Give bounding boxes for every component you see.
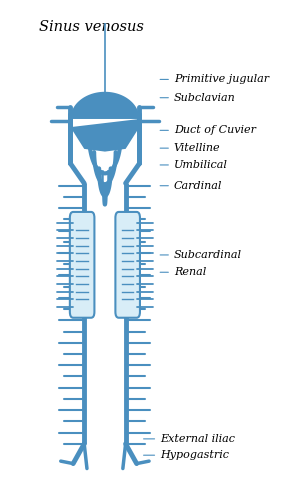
- Text: Vitelline: Vitelline: [160, 143, 221, 153]
- FancyBboxPatch shape: [70, 212, 94, 318]
- Text: Duct of Cuvier: Duct of Cuvier: [160, 126, 256, 136]
- FancyBboxPatch shape: [116, 212, 140, 318]
- Text: Sinus venosus: Sinus venosus: [39, 20, 143, 34]
- Text: Hypogastric: Hypogastric: [143, 450, 229, 460]
- Text: Primitive jugular: Primitive jugular: [160, 74, 269, 85]
- Text: External iliac: External iliac: [143, 434, 235, 444]
- Text: Subclavian: Subclavian: [160, 92, 236, 102]
- Text: Renal: Renal: [160, 267, 206, 277]
- Text: Cardinal: Cardinal: [160, 180, 222, 190]
- Text: Subcardinal: Subcardinal: [160, 250, 242, 260]
- Text: Umbilical: Umbilical: [160, 160, 228, 170]
- Polygon shape: [70, 92, 139, 152]
